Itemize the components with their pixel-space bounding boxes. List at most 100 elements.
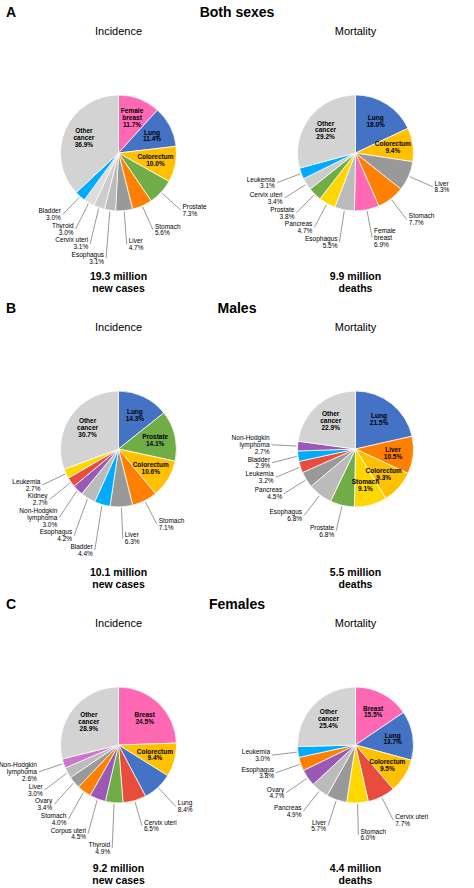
- slice-label: Thyroid4.9%: [88, 841, 110, 855]
- slice-label-line: 2.7%: [33, 499, 48, 506]
- slice-label-line: 7.1%: [159, 524, 174, 531]
- note-line: new cases: [92, 282, 145, 294]
- note-line: 9.2 million: [93, 862, 144, 874]
- pie: Lung18.0%Colorectum9.4%Othercancer29.2%L…: [247, 95, 450, 249]
- leader-line: [336, 507, 342, 531]
- slice-label: Prostate14.1%: [142, 433, 168, 447]
- leader-line: [382, 798, 393, 820]
- slice-label: Cervix uteri3.1%: [55, 236, 88, 250]
- slice-label-line: 4.2%: [57, 535, 72, 542]
- section-title: Both sexes: [200, 4, 275, 20]
- slice-label-line: 10.6%: [142, 468, 161, 475]
- chart-title: Mortality: [335, 321, 377, 333]
- slice-label-line: 4.0%: [52, 819, 67, 826]
- slice-label-line: 5.7%: [311, 825, 326, 832]
- leader-line: [304, 496, 319, 516]
- slice-label: Stomach7.7%: [409, 212, 435, 226]
- slices: [298, 687, 414, 803]
- slice-label: Leukemia3.2%: [245, 470, 274, 484]
- slice-label: Femalebreast11.7%: [121, 107, 144, 128]
- chart-title: Mortality: [335, 25, 377, 37]
- pie-slice: [298, 687, 356, 747]
- slice-label: Corpus uteri4.5%: [51, 827, 87, 841]
- pie-slice: [298, 95, 356, 168]
- section-letter: B: [6, 300, 16, 316]
- leader-line: [277, 174, 300, 183]
- leader-line: [68, 793, 83, 819]
- chart-title: Incidence: [95, 617, 142, 629]
- pie-slice: [61, 391, 119, 469]
- pie-slice: [119, 687, 177, 745]
- slice-label-line: 11.4%: [143, 135, 161, 142]
- slice-label: Bladder3.0%: [38, 207, 61, 221]
- slice-label: Stomach7.1%: [159, 517, 185, 531]
- chart-title: Incidence: [95, 25, 142, 37]
- slice-label-line: 9.4%: [147, 754, 162, 761]
- slice-label: Colorectum10.0%: [137, 153, 173, 167]
- pie: Lung14.3%Prostate14.1%Colorectum10.6%Oth…: [12, 391, 184, 557]
- slice-label: Prostate3.8%: [270, 206, 295, 220]
- slice-label: Non-Hodgkinlymphoma2.6%: [0, 761, 37, 782]
- note: 9.2 millionnew cases: [92, 862, 145, 886]
- slices: [61, 391, 177, 507]
- slice-label: Esophagus3.8%: [242, 766, 275, 780]
- slice-label-line: 7.7%: [395, 820, 410, 827]
- slice-label-line: 10.5%: [384, 453, 403, 460]
- slice-label-line: 14.3%: [126, 415, 145, 422]
- slice-label: Liver3.0%: [28, 783, 44, 797]
- leader-line: [39, 764, 63, 772]
- section: Both sexesAIncidenceFemalebreast11.7%Lun…: [6, 4, 450, 294]
- slice-label-line: 22.9%: [321, 424, 340, 431]
- leader-line: [145, 502, 156, 524]
- slices: [60, 687, 176, 803]
- slice-label-line: 9.1%: [358, 485, 373, 492]
- note-line: deaths: [339, 874, 373, 886]
- slice-label-line: 7.3%: [182, 210, 197, 217]
- slice-label: Liver6.3%: [125, 531, 140, 545]
- leader-line: [328, 801, 336, 826]
- leader-line: [121, 508, 122, 538]
- pie-slice: [60, 687, 118, 759]
- note-line: 19.3 million: [90, 270, 147, 282]
- slice-label: Prostate6.8%: [310, 524, 335, 538]
- leader-line: [392, 200, 407, 220]
- slice-label-line: 5.6%: [155, 229, 170, 236]
- slice-label-line: 21.5%: [370, 419, 389, 426]
- slice-label-line: 14.1%: [146, 440, 165, 447]
- slice-label: Liver10.5%: [384, 446, 403, 460]
- slice-label: Cervix uteri7.7%: [395, 813, 428, 827]
- slice-label: Pancreas4.9%: [274, 804, 302, 818]
- note-line: new cases: [92, 578, 145, 590]
- slice-label: Othercancer28.9%: [78, 711, 99, 732]
- slice-label-line: 24.5%: [135, 718, 154, 725]
- slice-label-line: 3.8%: [259, 772, 274, 779]
- slice-label-line: 4.5%: [71, 833, 86, 840]
- slice-label: Colorectum10.6%: [133, 461, 169, 475]
- slice-labels: Breast24.5%Colorectum9.4%Othercancer28.9…: [0, 711, 193, 855]
- slice-labels: Breast15.5%Lung13.7%Colorectum9.5%Otherc…: [242, 705, 429, 842]
- slice-labels: Femalebreast11.7%Lung11.4% Colorectum10.0…: [38, 107, 207, 265]
- slice-label-line: 9.4%: [385, 147, 400, 154]
- pie-slice: [298, 391, 355, 449]
- pie: Femalebreast11.7%Lung11.4% Colorectum10.0…: [38, 95, 207, 265]
- leader-line: [135, 802, 142, 826]
- slices: [298, 95, 414, 211]
- slice-label-line: 3.0%: [46, 214, 61, 221]
- slice-label: Leukemia3.1%: [247, 176, 276, 190]
- leader-line: [74, 499, 87, 535]
- slice-label: Esophagus4.2%: [40, 528, 73, 542]
- slice-label: Ovary4.7%: [267, 786, 285, 800]
- slice-label: Cervix uteri6.5%: [144, 819, 177, 833]
- leader-line: [106, 212, 110, 259]
- leader-line: [367, 211, 372, 238]
- slice-label-line: 29.2%: [316, 133, 335, 140]
- slice-label: Lung8.4%: [178, 799, 193, 813]
- slice-label: Lung11.4%: [143, 129, 161, 143]
- leader-line: [143, 207, 153, 230]
- slice-label: Kidney2.7%: [28, 492, 49, 506]
- slice-label: Ovary3.4%: [35, 797, 53, 811]
- slice-label: Othercancer25.4%: [318, 708, 339, 729]
- slice-label: Othercancer36.9%: [73, 127, 94, 148]
- slice-label: Liver4.7%: [129, 237, 144, 251]
- slice-label-line: 3.1%: [89, 258, 104, 265]
